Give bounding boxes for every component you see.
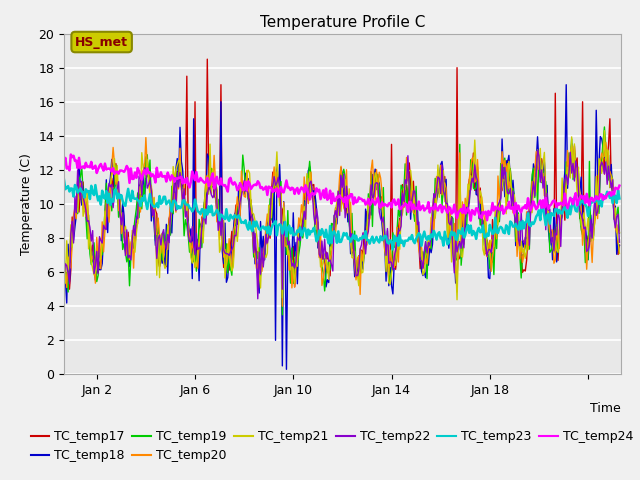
TC_temp17 xyxy=(204,56,211,62)
TC_temp18 xyxy=(227,260,234,265)
Line: TC_temp19: TC_temp19 xyxy=(64,127,620,315)
TC_temp19 xyxy=(370,182,378,188)
TC_temp21 xyxy=(468,180,476,186)
Text: HS_met: HS_met xyxy=(75,36,128,48)
TC_temp21 xyxy=(616,251,623,256)
TC_temp20 xyxy=(453,289,461,295)
TC_temp20 xyxy=(142,135,150,141)
TC_temp20 xyxy=(616,229,623,235)
TC_temp18 xyxy=(616,243,623,249)
TC_temp24 xyxy=(616,183,623,189)
TC_temp17 xyxy=(371,188,379,194)
TC_temp17 xyxy=(470,150,477,156)
TC_temp19 xyxy=(616,230,623,236)
TC_temp23 xyxy=(561,204,569,210)
TC_temp21 xyxy=(600,128,608,133)
TC_temp18 xyxy=(452,280,460,286)
TC_temp24 xyxy=(470,209,477,215)
TC_temp18 xyxy=(60,284,68,289)
TC_temp24 xyxy=(67,152,75,157)
TC_temp19 xyxy=(600,124,608,130)
TC_temp17 xyxy=(248,212,256,217)
TC_temp23 xyxy=(468,232,476,238)
TC_temp17 xyxy=(229,259,237,264)
TC_temp20 xyxy=(563,182,570,188)
TC_temp21 xyxy=(246,170,253,176)
TC_temp20 xyxy=(278,303,286,309)
TC_temp18 xyxy=(370,178,378,183)
TC_temp17 xyxy=(453,65,461,71)
TC_temp21 xyxy=(60,272,68,277)
TC_temp20 xyxy=(470,155,477,161)
TC_temp19 xyxy=(227,265,234,271)
TC_temp20 xyxy=(228,265,236,271)
TC_temp19 xyxy=(561,197,569,203)
Line: TC_temp22: TC_temp22 xyxy=(64,150,620,299)
TC_temp23 xyxy=(227,212,234,218)
TC_temp21 xyxy=(451,264,458,269)
TC_temp24 xyxy=(247,186,255,192)
TC_temp22 xyxy=(616,240,623,245)
TC_temp22 xyxy=(370,194,378,200)
Legend: TC_temp17, TC_temp18, TC_temp19, TC_temp20, TC_temp21, TC_temp22, TC_temp23, TC_: TC_temp17, TC_temp18, TC_temp19, TC_temp… xyxy=(26,425,638,467)
TC_temp23 xyxy=(616,195,623,201)
Title: Temperature Profile C: Temperature Profile C xyxy=(260,15,425,30)
TC_temp23 xyxy=(389,247,397,252)
TC_temp24 xyxy=(563,201,570,206)
TC_temp18 xyxy=(246,219,253,225)
Line: TC_temp20: TC_temp20 xyxy=(64,138,620,306)
TC_temp23 xyxy=(60,177,68,182)
TC_temp18 xyxy=(283,366,291,372)
Line: TC_temp23: TC_temp23 xyxy=(64,180,620,250)
TC_temp24 xyxy=(370,199,378,204)
TC_temp18 xyxy=(563,82,570,87)
Text: Time: Time xyxy=(590,402,621,415)
TC_temp24 xyxy=(452,210,460,216)
TC_temp23 xyxy=(369,234,376,240)
TC_temp21 xyxy=(369,192,376,198)
TC_temp22 xyxy=(60,275,68,281)
TC_temp22 xyxy=(452,236,460,242)
TC_temp20 xyxy=(247,197,255,203)
Line: TC_temp18: TC_temp18 xyxy=(64,84,620,369)
TC_temp17 xyxy=(616,242,623,248)
TC_temp21 xyxy=(561,199,569,204)
TC_temp23 xyxy=(452,236,460,242)
TC_temp19 xyxy=(278,312,286,318)
TC_temp19 xyxy=(452,258,460,264)
Y-axis label: Temperature (C): Temperature (C) xyxy=(20,153,33,255)
TC_temp17 xyxy=(563,172,570,178)
TC_temp23 xyxy=(246,219,253,225)
Line: TC_temp21: TC_temp21 xyxy=(64,131,620,300)
TC_temp17 xyxy=(66,286,74,292)
TC_temp20 xyxy=(60,277,68,283)
Line: TC_temp24: TC_temp24 xyxy=(64,155,620,221)
TC_temp24 xyxy=(228,180,236,186)
TC_temp22 xyxy=(468,175,476,181)
TC_temp19 xyxy=(246,205,253,211)
TC_temp22 xyxy=(534,147,541,153)
TC_temp22 xyxy=(254,296,262,301)
TC_temp19 xyxy=(60,253,68,259)
TC_temp21 xyxy=(227,260,234,266)
TC_temp17 xyxy=(60,261,68,267)
TC_temp19 xyxy=(468,160,476,166)
TC_temp21 xyxy=(453,297,461,302)
TC_temp20 xyxy=(371,197,379,203)
TC_temp22 xyxy=(227,249,234,255)
TC_temp18 xyxy=(468,178,476,184)
TC_temp22 xyxy=(246,205,253,211)
Line: TC_temp17: TC_temp17 xyxy=(64,59,620,289)
TC_temp24 xyxy=(467,218,474,224)
TC_temp22 xyxy=(563,172,570,178)
TC_temp24 xyxy=(60,158,68,164)
TC_temp18 xyxy=(561,169,569,175)
